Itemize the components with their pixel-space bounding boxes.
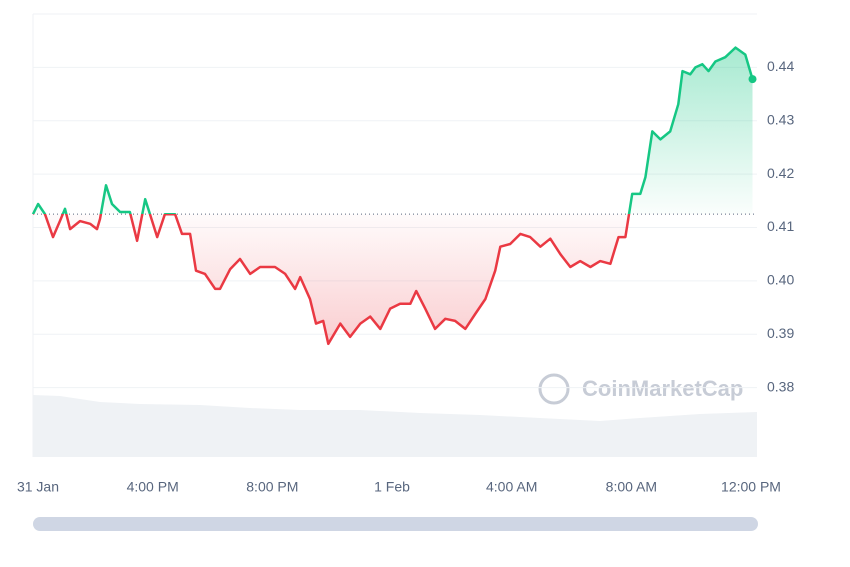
price-line xyxy=(31,46,754,346)
y-tick-label: 0.42 xyxy=(767,165,794,181)
x-tick-label: 31 Jan xyxy=(17,479,59,495)
y-tick-label: 0.41 xyxy=(767,218,794,234)
y-tick-label: 0.44 xyxy=(767,58,794,74)
x-tick-label: 4:00 AM xyxy=(486,479,537,495)
x-tick-label: 4:00 PM xyxy=(127,479,179,495)
watermark-logo xyxy=(538,373,570,405)
x-tick-label: 1 Feb xyxy=(374,479,410,495)
price-area xyxy=(33,47,753,344)
watermark-text: CoinMarketCap xyxy=(582,376,743,401)
y-tick-label: 0.40 xyxy=(767,272,794,288)
x-tick-label: 12:00 PM xyxy=(721,479,781,495)
x-tick-label: 8:00 AM xyxy=(606,479,657,495)
scrollbar[interactable] xyxy=(33,517,758,531)
volume-area xyxy=(33,395,757,457)
y-tick-label: 0.39 xyxy=(767,325,794,341)
y-tick-label: 0.43 xyxy=(767,111,794,127)
last-point xyxy=(748,75,757,84)
watermark: CoinMarketCap xyxy=(538,373,743,405)
y-tick-label: 0.38 xyxy=(767,378,794,394)
x-tick-label: 8:00 PM xyxy=(246,479,298,495)
